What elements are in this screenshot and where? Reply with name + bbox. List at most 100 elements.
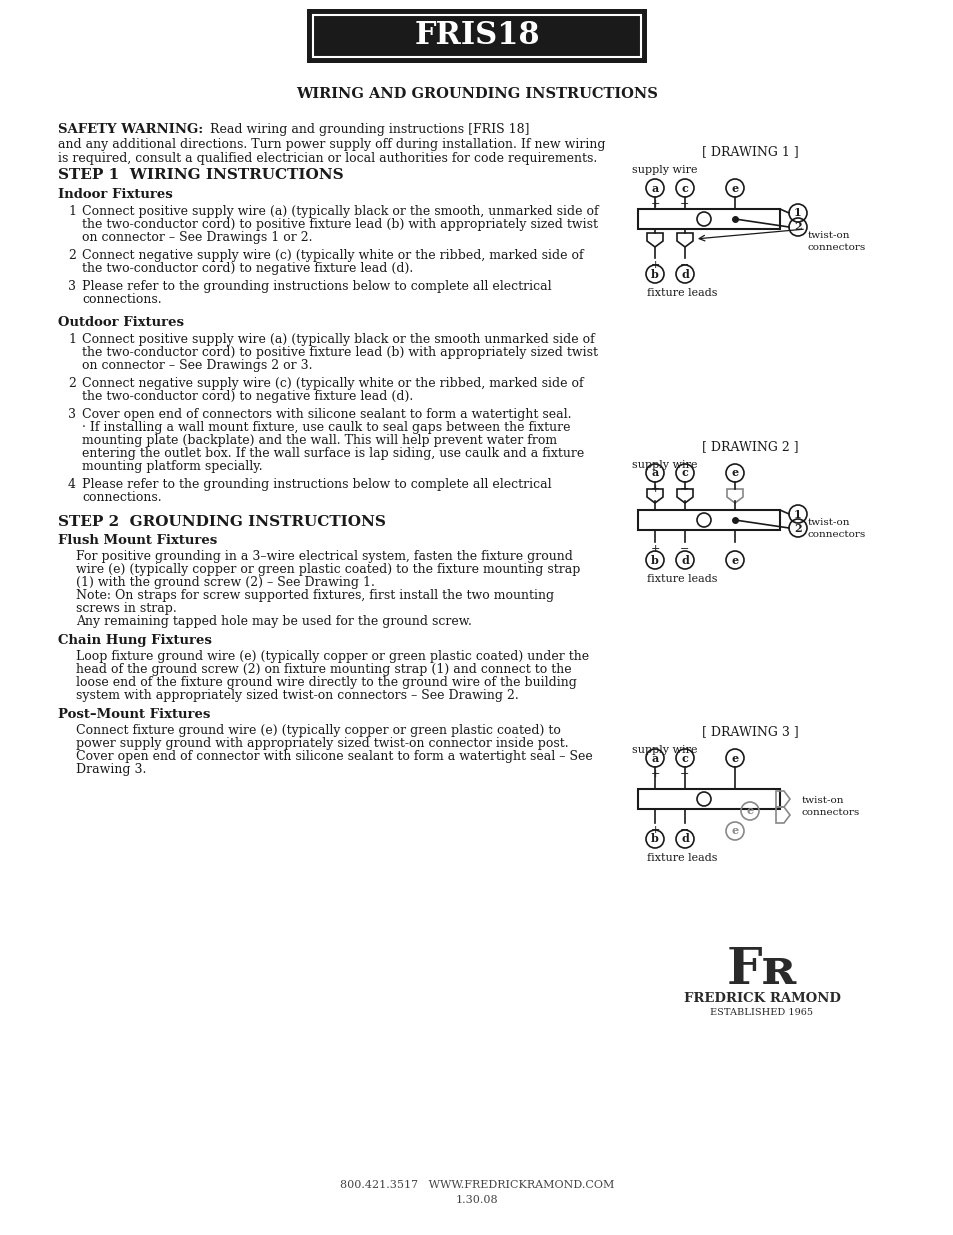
Text: Connect negative supply wire (c) (typically white or the ribbed, marked side of: Connect negative supply wire (c) (typica… [82, 377, 583, 390]
Text: +: + [650, 825, 659, 835]
Text: c: c [680, 183, 688, 194]
Text: system with appropriately sized twist-on connectors – See Drawing 2.: system with appropriately sized twist-on… [76, 689, 518, 701]
Text: (1) with the ground screw (2) – See Drawing 1.: (1) with the ground screw (2) – See Draw… [76, 576, 375, 589]
Text: +: + [650, 261, 659, 270]
Text: 2: 2 [793, 221, 801, 232]
Text: Note: On straps for screw supported fixtures, first install the two mounting: Note: On straps for screw supported fixt… [76, 589, 554, 601]
Text: 4: 4 [68, 478, 76, 492]
Text: FREDRICK RAMOND: FREDRICK RAMOND [683, 992, 840, 1005]
Bar [307, 9, 646, 63]
Text: fixture leads: fixture leads [646, 574, 717, 584]
Text: b: b [650, 834, 659, 845]
Text: fixture leads: fixture leads [646, 288, 717, 298]
Text: entering the outlet box. If the wall surface is lap siding, use caulk and a fixt: entering the outlet box. If the wall sur… [82, 447, 583, 459]
Text: Connect positive supply wire (a) (typically black or the smooth unmarked side of: Connect positive supply wire (a) (typica… [82, 333, 594, 346]
Bar [313, 15, 640, 57]
Text: +: + [650, 769, 659, 779]
Text: −: − [679, 769, 689, 779]
Text: 1.30.08: 1.30.08 [456, 1195, 497, 1205]
Text: −: − [679, 261, 689, 270]
Text: twist-on: twist-on [807, 517, 850, 527]
Text: −: − [679, 825, 689, 835]
Text: mounting platform specially.: mounting platform specially. [82, 459, 262, 473]
Text: Outdoor Fixtures: Outdoor Fixtures [58, 316, 184, 329]
Text: e: e [731, 468, 738, 478]
Text: a: a [651, 752, 658, 763]
Text: b: b [650, 268, 659, 279]
Text: e: e [731, 555, 738, 566]
Text: connections.: connections. [82, 293, 161, 306]
Text: e: e [731, 825, 738, 836]
Text: Cover open end of connectors with silicone sealant to form a watertight seal.: Cover open end of connectors with silico… [82, 408, 571, 421]
Text: STEP 1  WIRING INSTRUCTIONS: STEP 1 WIRING INSTRUCTIONS [58, 168, 343, 182]
Text: −: − [679, 199, 689, 209]
Text: −: − [679, 543, 689, 555]
Text: the two-conductor cord) to negative fixture lead (d).: the two-conductor cord) to negative fixt… [82, 390, 413, 403]
Text: supply wire: supply wire [631, 165, 697, 175]
Text: Cover open end of connector with silicone sealant to form a watertight seal – Se: Cover open end of connector with silicon… [76, 750, 592, 763]
Text: c: c [680, 752, 688, 763]
Text: connectors: connectors [807, 530, 865, 538]
Text: d: d [680, 834, 688, 845]
Text: loose end of the fixture ground wire directly to the ground wire of the building: loose end of the fixture ground wire dir… [76, 676, 577, 689]
Text: Please refer to the grounding instructions below to complete all electrical: Please refer to the grounding instructio… [82, 280, 551, 293]
Text: connectors: connectors [801, 808, 860, 818]
Text: Fʀ: Fʀ [726, 946, 797, 994]
Text: For positive grounding in a 3–wire electrical system, fasten the fixture ground: For positive grounding in a 3–wire elect… [76, 550, 572, 563]
Text: 1: 1 [793, 207, 801, 219]
Bar [638, 510, 780, 530]
Text: Flush Mount Fixtures: Flush Mount Fixtures [58, 534, 217, 547]
Text: FRIS18: FRIS18 [414, 21, 539, 52]
Text: 1: 1 [68, 333, 76, 346]
Text: Chain Hung Fixtures: Chain Hung Fixtures [58, 634, 212, 647]
Text: 3: 3 [68, 408, 76, 421]
Text: Connect positive supply wire (a) (typically black or the smooth, unmarked side o: Connect positive supply wire (a) (typica… [82, 205, 598, 219]
Text: Drawing 3.: Drawing 3. [76, 763, 146, 776]
Text: 3: 3 [68, 280, 76, 293]
Text: the two-conductor cord) to negative fixture lead (d).: the two-conductor cord) to negative fixt… [82, 262, 413, 275]
Text: e: e [745, 805, 753, 816]
Text: SAFETY WARNING:: SAFETY WARNING: [58, 124, 203, 136]
Text: +: + [650, 543, 659, 555]
Text: +: + [650, 199, 659, 209]
Text: supply wire: supply wire [631, 459, 697, 471]
Text: Please refer to the grounding instructions below to complete all electrical: Please refer to the grounding instructio… [82, 478, 551, 492]
Text: wire (e) (typically copper or green plastic coated) to the fixture mounting stra: wire (e) (typically copper or green plas… [76, 563, 579, 576]
Text: supply wire: supply wire [631, 745, 697, 755]
Text: and any additional directions. Turn power supply off during installation. If new: and any additional directions. Turn powe… [58, 138, 605, 151]
Text: Post–Mount Fixtures: Post–Mount Fixtures [58, 708, 211, 721]
Text: ESTABLISHED 1965: ESTABLISHED 1965 [710, 1008, 813, 1016]
Text: STEP 2  GROUNDING INSTRUCTIONS: STEP 2 GROUNDING INSTRUCTIONS [58, 515, 385, 529]
Text: e: e [731, 752, 738, 763]
Text: 2: 2 [68, 377, 76, 390]
Text: 1: 1 [793, 509, 801, 520]
Text: screws in strap.: screws in strap. [76, 601, 176, 615]
Text: a: a [651, 468, 658, 478]
Text: mounting plate (backplate) and the wall. This will help prevent water from: mounting plate (backplate) and the wall.… [82, 433, 557, 447]
Text: WIRING AND GROUNDING INSTRUCTIONS: WIRING AND GROUNDING INSTRUCTIONS [295, 86, 658, 101]
Text: a: a [651, 183, 658, 194]
Text: 2: 2 [68, 249, 76, 262]
Text: Connect fixture ground wire (e) (typically copper or green plastic coated) to: Connect fixture ground wire (e) (typical… [76, 724, 560, 737]
Text: power supply ground with appropriately sized twist-on connector inside post.: power supply ground with appropriately s… [76, 737, 568, 750]
Text: 2: 2 [793, 522, 801, 534]
Text: Indoor Fixtures: Indoor Fixtures [58, 188, 172, 201]
Text: [ DRAWING 1 ]: [ DRAWING 1 ] [700, 144, 798, 158]
Text: 800.421.3517   WWW.FREDRICKRAMOND.COM: 800.421.3517 WWW.FREDRICKRAMOND.COM [339, 1179, 614, 1191]
Text: the two-conductor cord) to positive fixture lead (b) with appropriately sized tw: the two-conductor cord) to positive fixt… [82, 219, 598, 231]
Text: connectors: connectors [807, 243, 865, 252]
Text: Any remaining tapped hole may be used for the ground screw.: Any remaining tapped hole may be used fo… [76, 615, 472, 629]
Text: connections.: connections. [82, 492, 161, 504]
Text: Read wiring and grounding instructions [FRIS 18]: Read wiring and grounding instructions [… [198, 124, 529, 136]
Text: Loop fixture ground wire (e) (typically copper or green plastic coated) under th: Loop fixture ground wire (e) (typically … [76, 650, 589, 663]
Text: is required, consult a qualified electrician or local authorities for code requi: is required, consult a qualified electri… [58, 152, 597, 165]
Text: fixture leads: fixture leads [646, 853, 717, 863]
Text: 1: 1 [68, 205, 76, 219]
Text: on connector – See Drawings 1 or 2.: on connector – See Drawings 1 or 2. [82, 231, 313, 245]
Text: the two-conductor cord) to positive fixture lead (b) with appropriately sized tw: the two-conductor cord) to positive fixt… [82, 346, 598, 359]
Text: d: d [680, 268, 688, 279]
Bar [638, 789, 780, 809]
Text: head of the ground screw (2) on fixture mounting strap (1) and connect to the: head of the ground screw (2) on fixture … [76, 663, 571, 676]
Bar [638, 209, 780, 228]
Text: twist-on: twist-on [801, 797, 843, 805]
